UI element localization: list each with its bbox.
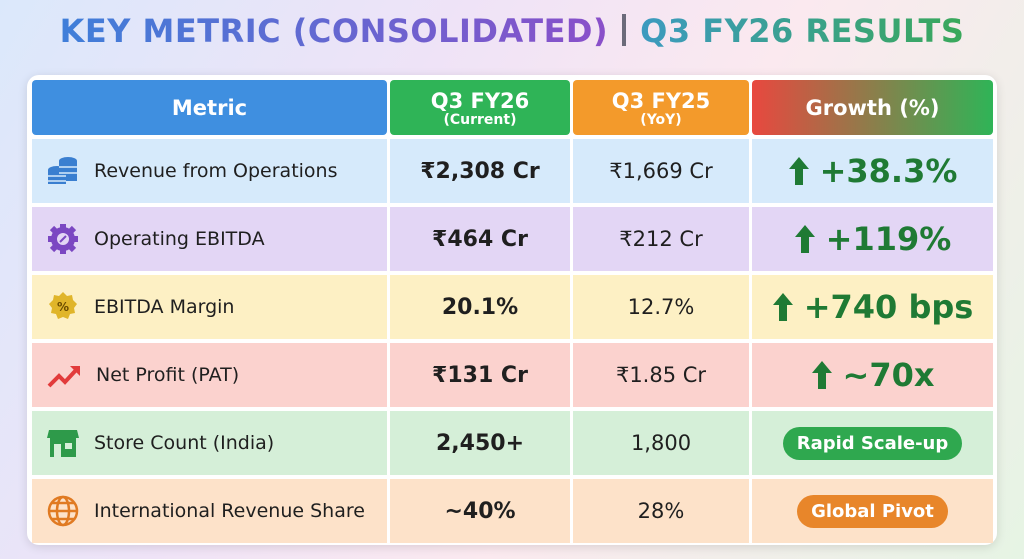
header-cell: Metric (32, 80, 387, 135)
up-arrow (772, 293, 793, 321)
header-label: Q3 FY26 (430, 88, 530, 113)
growth-cell: +740 bps (752, 275, 993, 339)
previous-value: 12.7% (573, 275, 749, 339)
header-label: Q3 FY25 (611, 88, 711, 113)
growth-value: ~70x (842, 356, 935, 394)
header-label: Metric (171, 95, 248, 120)
up-arrow (794, 225, 815, 253)
metric-icon (47, 366, 80, 388)
current-value: ₹131 Cr (390, 343, 570, 407)
table-card: Metric Q3 FY26 (Current) Q3 FY25 (YoY) Growth… (27, 75, 997, 545)
growth-cell: Rapid Scale-up (752, 411, 993, 475)
growth-badge: Rapid Scale-up (782, 426, 963, 460)
previous-value: ₹212 Cr (573, 207, 749, 271)
title: KEY METRIC (CONSOLIDATED) Q3 FY26 RESULTS (0, 12, 1024, 50)
metric-icon: % (49, 292, 77, 319)
svg-text:%: % (57, 300, 69, 314)
separator (622, 14, 627, 46)
table: Metric Q3 FY26 (Current) Q3 FY25 (YoY) Growth… (32, 80, 993, 543)
up-arrow (811, 361, 832, 389)
previous-value: 1,800 (573, 411, 749, 475)
metric-label: Operating EBITDA (94, 228, 265, 250)
growth-cell: +119% (752, 207, 993, 271)
title-left: KEY METRIC (CONSOLIDATED) (59, 12, 609, 50)
metric-cell: Store Count (India) (32, 411, 387, 475)
metric-cell: Operating EBITDA (32, 207, 387, 271)
current-value: 2,450+ (390, 411, 570, 475)
previous-value: ₹1,669 Cr (573, 139, 749, 203)
metric-label: Store Count (India) (94, 432, 275, 454)
metric-icon (47, 430, 79, 457)
metric-label: Net Profit (PAT) (96, 364, 240, 386)
metric-cell: Revenue from Operations (32, 139, 387, 203)
growth-badge: Global Pivot (797, 494, 948, 528)
previous-value: 28% (573, 479, 749, 543)
growth-value: +740 bps (803, 288, 974, 326)
previous-value: ₹1.85 Cr (573, 343, 749, 407)
current-value: ₹2,308 Cr (390, 139, 570, 203)
metric-cell: % EBITDA Margin (32, 275, 387, 339)
metric-cell: International Revenue Share (32, 479, 387, 543)
header-cell: Q3 FY25 (YoY) (573, 80, 749, 135)
title-right: Q3 FY26 RESULTS (640, 12, 965, 50)
header-sub: (Current) (443, 111, 517, 128)
growth-cell: +38.3% (752, 139, 993, 203)
metric-label: EBITDA Margin (94, 296, 235, 318)
metric-icon (47, 495, 79, 527)
growth-value: +38.3% (819, 152, 958, 190)
growth-value: +119% (825, 220, 952, 258)
header-cell: Growth (%) (752, 80, 993, 135)
header-cell: Q3 FY26 (Current) (390, 80, 570, 135)
growth-cell: Global Pivot (752, 479, 993, 543)
header-sub: (YoY) (640, 111, 682, 128)
metric-icon (48, 224, 78, 254)
metric-label: International Revenue Share (94, 500, 365, 522)
current-value: ~40% (390, 479, 570, 543)
metric-cell: Net Profit (PAT) (32, 343, 387, 407)
header-label: Growth (%) (805, 95, 940, 120)
metric-label: Revenue from Operations (94, 160, 338, 182)
current-value: 20.1% (390, 275, 570, 339)
up-arrow (788, 157, 809, 185)
current-value: ₹464 Cr (390, 207, 570, 271)
growth-cell: ~70x (752, 343, 993, 407)
metric-icon (48, 157, 77, 184)
